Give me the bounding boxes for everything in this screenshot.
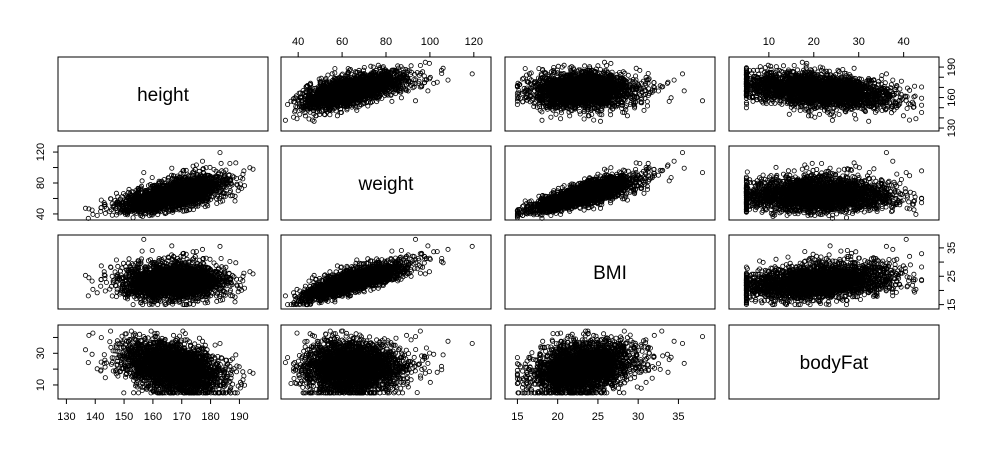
point-height-vs-weight-478 xyxy=(399,96,403,100)
point-height-vs-weight-133 xyxy=(446,78,450,82)
point-height-vs-weight-2508 xyxy=(409,64,413,68)
point-height-vs-weight-1701 xyxy=(470,72,474,76)
point-height-vs-weight-855 xyxy=(286,102,290,106)
point-height-vs-weight-2168 xyxy=(330,72,334,76)
point-height-vs-weight-34 xyxy=(333,67,337,71)
point-height-vs-weight-1195 xyxy=(369,64,373,68)
diagonal-label-height: height xyxy=(137,85,189,106)
point-height-vs-weight-2585 xyxy=(340,72,344,76)
point-height-vs-weight-1207 xyxy=(335,114,339,118)
point-height-vs-weight-1256 xyxy=(426,89,430,93)
point-height-vs-weight-772 xyxy=(390,99,394,103)
point-height-vs-weight-745 xyxy=(283,118,287,122)
point-height-vs-weight-70 xyxy=(423,60,427,64)
point-height-vs-weight-2375 xyxy=(428,75,432,79)
point-height-vs-weight-2490 xyxy=(427,61,431,65)
point-height-vs-weight-328 xyxy=(418,63,422,67)
point-height-vs-weight-1163 xyxy=(333,71,337,75)
point-height-vs-weight-2243 xyxy=(413,99,417,103)
point-height-vs-weight-1879 xyxy=(289,99,293,103)
